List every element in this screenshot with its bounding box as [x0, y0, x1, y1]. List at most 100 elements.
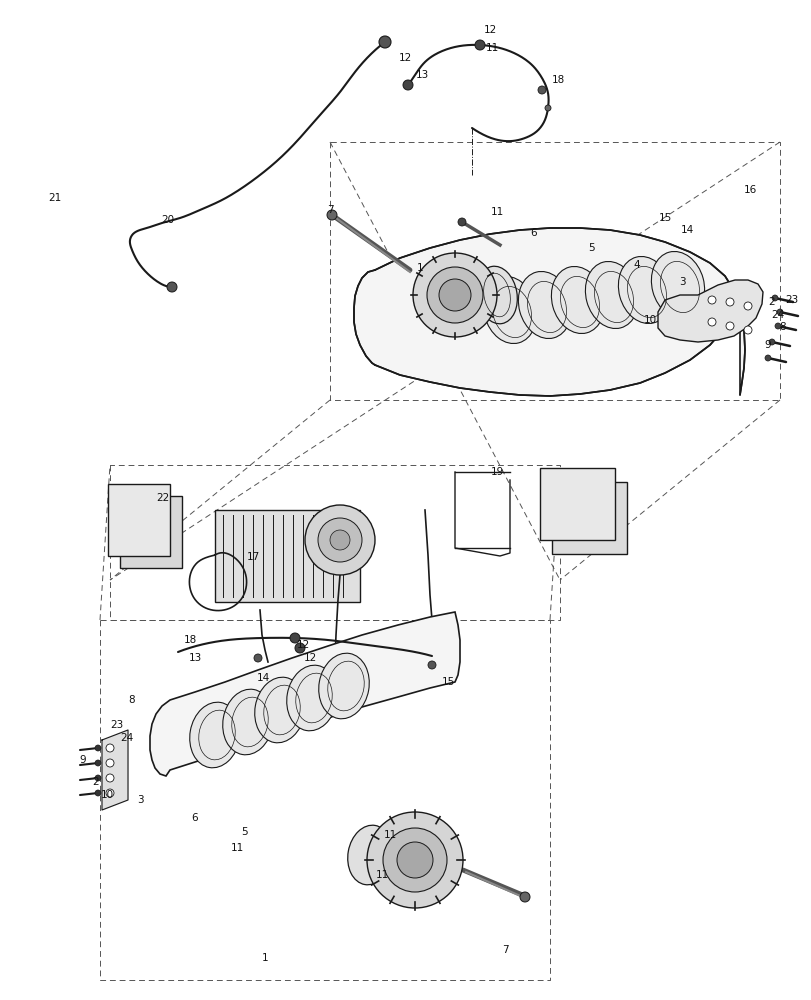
- Circle shape: [294, 643, 305, 653]
- Text: 14: 14: [680, 225, 693, 235]
- Circle shape: [707, 318, 715, 326]
- Text: 17: 17: [246, 552, 260, 562]
- Text: 5: 5: [242, 827, 248, 837]
- Text: 12: 12: [303, 653, 316, 663]
- Text: 23: 23: [784, 295, 798, 305]
- Ellipse shape: [618, 256, 671, 324]
- Text: 1: 1: [261, 953, 268, 963]
- Circle shape: [764, 355, 770, 361]
- Text: 13: 13: [188, 653, 201, 663]
- Text: 9: 9: [764, 340, 770, 350]
- Circle shape: [707, 296, 715, 304]
- Text: 22: 22: [157, 493, 169, 503]
- FancyBboxPatch shape: [539, 468, 614, 540]
- Ellipse shape: [650, 251, 704, 319]
- Circle shape: [768, 339, 774, 345]
- Text: 15: 15: [441, 677, 454, 687]
- Text: 11: 11: [490, 207, 503, 217]
- Circle shape: [544, 105, 551, 111]
- Circle shape: [290, 633, 299, 643]
- Polygon shape: [150, 612, 460, 776]
- Ellipse shape: [190, 702, 240, 768]
- Text: 19: 19: [490, 467, 503, 477]
- FancyBboxPatch shape: [551, 482, 626, 554]
- Text: 11: 11: [230, 843, 243, 853]
- Circle shape: [106, 759, 114, 767]
- Circle shape: [427, 267, 483, 323]
- Circle shape: [379, 36, 391, 48]
- Text: 24: 24: [120, 733, 134, 743]
- Circle shape: [95, 775, 101, 781]
- Polygon shape: [354, 228, 744, 396]
- Circle shape: [776, 309, 782, 315]
- Circle shape: [383, 828, 446, 892]
- Ellipse shape: [476, 266, 517, 324]
- Bar: [215, 510, 359, 602]
- Circle shape: [439, 279, 470, 311]
- Ellipse shape: [517, 271, 571, 339]
- Circle shape: [538, 86, 545, 94]
- FancyBboxPatch shape: [108, 484, 169, 556]
- Ellipse shape: [483, 276, 536, 344]
- Text: 3: 3: [136, 795, 143, 805]
- Circle shape: [367, 812, 462, 908]
- Text: 8: 8: [128, 695, 135, 705]
- Circle shape: [318, 518, 362, 562]
- Circle shape: [457, 218, 466, 226]
- Circle shape: [743, 326, 751, 334]
- Circle shape: [774, 323, 780, 329]
- Circle shape: [743, 302, 751, 310]
- Text: 18: 18: [183, 635, 196, 645]
- Text: 9: 9: [79, 755, 86, 765]
- Circle shape: [397, 842, 432, 878]
- Text: 6: 6: [191, 813, 198, 823]
- Text: 6: 6: [530, 228, 537, 238]
- Circle shape: [329, 530, 350, 550]
- Circle shape: [519, 892, 530, 902]
- Ellipse shape: [255, 677, 305, 743]
- Ellipse shape: [319, 653, 369, 719]
- Ellipse shape: [551, 266, 604, 334]
- Text: 13: 13: [415, 70, 428, 80]
- Ellipse shape: [347, 825, 392, 885]
- Text: 12: 12: [398, 53, 411, 63]
- Circle shape: [305, 505, 375, 575]
- Text: 12: 12: [296, 640, 309, 650]
- Text: 7: 7: [326, 205, 333, 215]
- Text: 4: 4: [633, 260, 640, 270]
- Text: 24: 24: [770, 310, 783, 320]
- Circle shape: [402, 80, 413, 90]
- Text: 8: 8: [779, 322, 785, 332]
- Polygon shape: [657, 280, 762, 342]
- Text: 20: 20: [161, 215, 174, 225]
- Polygon shape: [102, 730, 128, 810]
- Text: 21: 21: [49, 193, 62, 203]
- Circle shape: [106, 774, 114, 782]
- Text: 12: 12: [483, 25, 496, 35]
- Text: 15: 15: [658, 213, 671, 223]
- Text: 7: 7: [501, 945, 508, 955]
- FancyBboxPatch shape: [120, 496, 182, 568]
- Circle shape: [725, 322, 733, 330]
- Circle shape: [771, 295, 777, 301]
- Circle shape: [327, 210, 337, 220]
- Text: 14: 14: [256, 673, 269, 683]
- Text: 18: 18: [551, 75, 564, 85]
- Text: 11: 11: [485, 43, 498, 53]
- Circle shape: [725, 298, 733, 306]
- Text: 10: 10: [642, 315, 656, 325]
- Circle shape: [413, 253, 496, 337]
- Circle shape: [95, 790, 101, 796]
- Text: 23: 23: [110, 720, 123, 730]
- Circle shape: [95, 760, 101, 766]
- Text: 5: 5: [588, 243, 594, 253]
- Text: 2: 2: [768, 297, 775, 307]
- Text: 11: 11: [383, 830, 396, 840]
- Text: 1: 1: [416, 263, 423, 273]
- Ellipse shape: [286, 665, 337, 731]
- Circle shape: [427, 661, 436, 669]
- Text: 2: 2: [92, 777, 99, 787]
- Circle shape: [106, 744, 114, 752]
- Text: 11: 11: [375, 870, 388, 880]
- Circle shape: [254, 654, 262, 662]
